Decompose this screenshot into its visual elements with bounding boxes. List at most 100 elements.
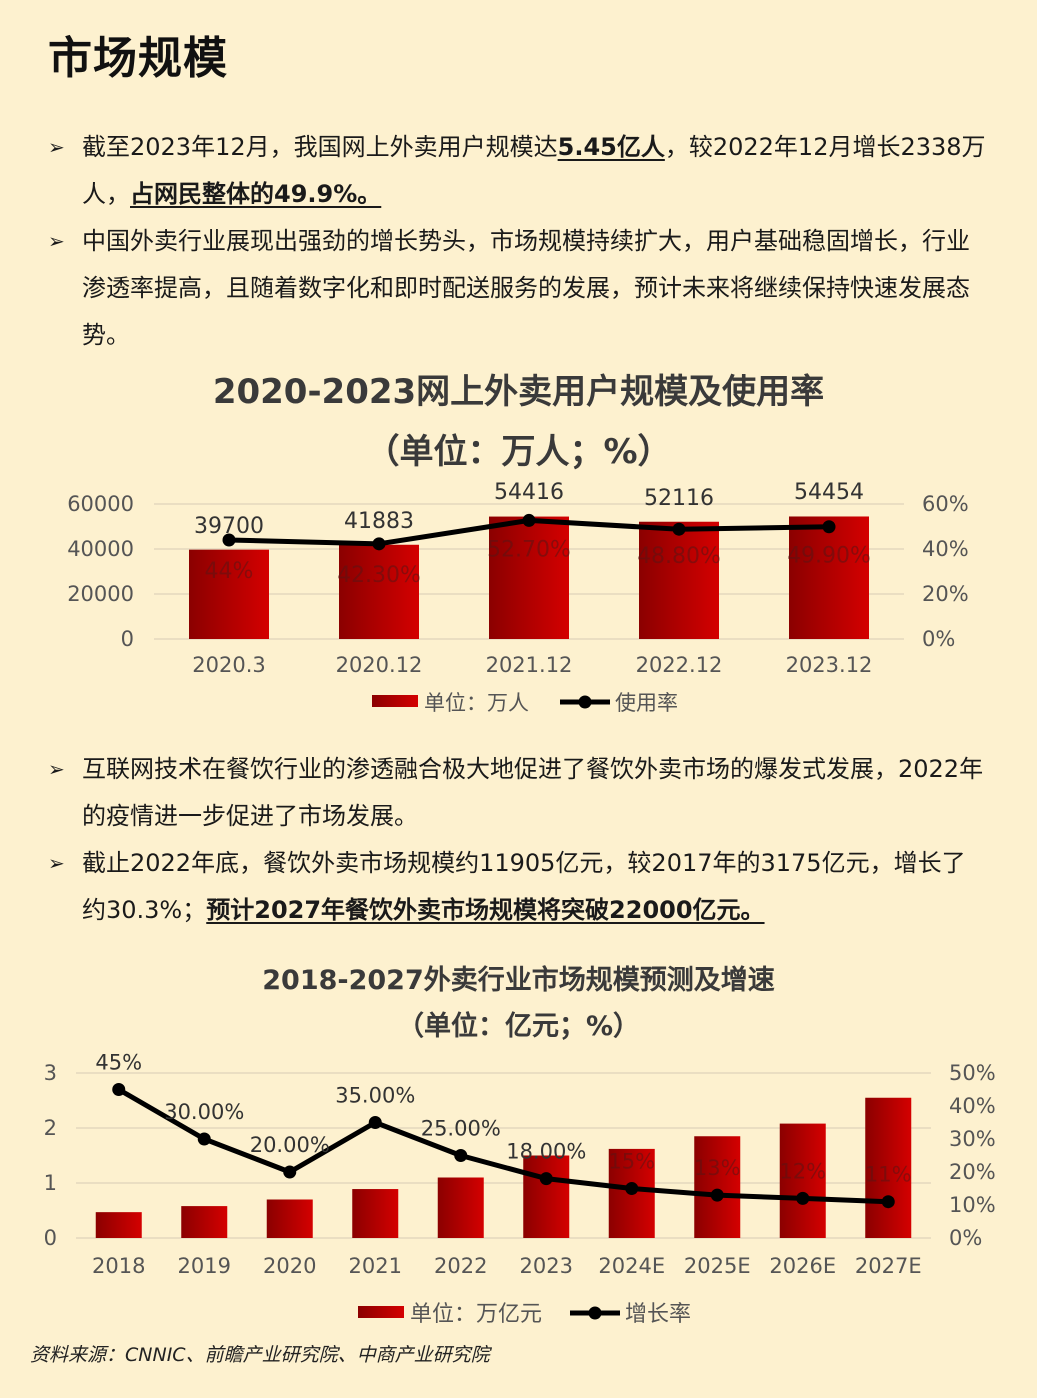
bar [639,521,719,639]
line-value-label: 42.30% [337,563,421,588]
line-value-label: 25.00% [421,1117,501,1141]
bar-value-label: 54416 [494,480,564,505]
line-point [197,1132,211,1146]
line-value-label: 30.00% [164,1100,244,1124]
bar [489,516,569,639]
x-category-label: 2025E [684,1254,751,1278]
x-category-label: 2020 [263,1254,316,1278]
bullet-arrow-icon: ➢ [48,229,65,253]
chart1-title-line2: （单位：万人；%） [365,432,672,472]
legend-line-label: 使用率 [615,691,678,715]
y-left-tick-label: 2 [44,1116,57,1140]
bar [189,549,269,639]
bullet-item: ➢ 截至2023年12月，我国网上外卖用户规模达5.45亿人，较2022年12月增… [48,124,988,218]
y-left-tick-label: 3 [44,1061,57,1085]
bullet-highlight-text: 占网民整体的49.9%。 [130,180,382,208]
line-point [368,1116,382,1129]
y-right-tick-label: 60% [922,492,969,516]
bullet-text: ，较2022年12月增长2338万人， [82,133,986,208]
x-category-label: 2020.12 [336,653,423,677]
x-category-label: 2023 [520,1254,573,1278]
bullet-arrow-icon: ➢ [48,757,65,781]
legend-line-marker [588,1306,602,1320]
line-point [710,1188,724,1202]
x-category-label: 2022.12 [636,653,723,677]
bar [95,1212,142,1238]
bullet-list-top: ➢ 截至2023年12月，我国网上外卖用户规模达5.45亿人，较2022年12月增… [48,124,988,359]
line-point [672,522,686,536]
bar [523,1155,570,1238]
bullet-arrow-icon: ➢ [48,851,65,875]
line-point [372,537,386,551]
line-value-label: 12% [779,1159,826,1183]
legend-line-marker [578,695,592,709]
y-right-tick-label: 20% [922,582,969,606]
x-category-label: 2018 [92,1254,145,1278]
y-left-tick-label: 20000 [67,582,134,606]
bullet-item: ➢ 截止2022年底，餐饮外卖市场规模约11905亿元，较2017年的3175亿元… [48,840,988,934]
line-value-label: 45% [95,1051,142,1075]
y-right-tick-label: 40% [949,1094,996,1118]
line-point [796,1191,810,1205]
bar [789,516,869,639]
x-category-label: 2027E [855,1254,922,1278]
y-left-tick-label: 40000 [67,537,134,561]
line-point [522,513,536,527]
line-value-label: 49.90% [787,544,871,569]
legend-line-label: 增长率 [625,1302,691,1327]
bullet-item: ➢ 互联网技术在餐饮行业的渗透融合极大地促进了餐饮外卖市场的爆发式发展，2022年… [48,746,988,840]
y-right-tick-label: 50% [949,1061,996,1085]
bullet-text: 截止2022年底，餐饮外卖市场规模约11905亿元，较2017年的3175亿元，… [82,849,966,924]
line-value-label: 52.70% [487,537,571,562]
chart2-title-line1: 2018-2027外卖行业市场规模预测及增速 [262,965,775,996]
chart1-title-line1: 2020-2023网上外卖用户规模及使用率 [212,372,825,412]
y-right-tick-label: 40% [922,537,969,561]
bar-value-label: 54454 [794,480,864,505]
bullet-text: 截至2023年12月，我国网上外卖用户规模达 [82,133,558,161]
y-right-tick-label: 20% [949,1160,996,1184]
y-left-tick-label: 1 [44,1171,57,1195]
x-category-label: 2024E [598,1254,665,1278]
line-value-label: 15% [608,1150,655,1174]
y-right-tick-label: 30% [949,1127,996,1151]
bar-value-label: 41883 [344,509,414,534]
legend-bar-swatch [372,695,418,707]
chart2-title-line2: （单位：亿元；%） [396,1011,641,1042]
line-point [454,1149,468,1162]
bar [437,1177,484,1238]
line-point [822,520,836,534]
line-value-label: 13% [694,1156,741,1180]
x-category-label: 2021.12 [486,653,573,677]
x-category-label: 2021 [349,1254,402,1278]
bullet-arrow-icon: ➢ [48,135,65,159]
bar [352,1189,399,1238]
line-point [283,1165,297,1179]
bar-value-label: 52116 [644,486,714,511]
line-value-label: 44% [205,559,254,584]
line-point [881,1195,895,1209]
line-point [539,1172,553,1186]
y-left-tick-label: 60000 [67,492,134,516]
x-category-label: 2023.12 [786,653,873,677]
legend-bar-swatch [358,1306,404,1318]
y-right-tick-label: 0% [922,627,955,651]
y-right-tick-label: 10% [949,1193,996,1217]
bullet-item: ➢ 中国外卖行业展现出强劲的增长势头，市场规模持续扩大，用户基础稳固增长，行业渗透… [48,218,988,359]
bar [779,1123,826,1238]
bullet-highlight-text: 预计2027年餐饮外卖市场规模将突破22000亿元。 [206,896,765,924]
line-point [112,1083,126,1096]
line-value-label: 35.00% [335,1084,415,1108]
line-value-label: 20.00% [250,1133,330,1157]
legend-bar-label: 单位：万亿元 [410,1302,542,1327]
page-title: 市场规模 [48,33,228,84]
x-category-label: 2019 [178,1254,231,1278]
source-note: 资料来源：CNNIC、前瞻产业研究院、中商产业研究院 [30,1344,490,1366]
bullet-highlight-text: 5.45亿人 [557,133,665,161]
line-value-label: 18.00% [506,1140,586,1164]
bullet-list-bottom: ➢ 互联网技术在餐饮行业的渗透融合极大地促进了餐饮外卖市场的爆发式发展，2022年… [48,746,988,934]
y-left-tick-label: 0 [121,627,134,651]
bar [339,544,419,639]
bar [694,1136,741,1238]
